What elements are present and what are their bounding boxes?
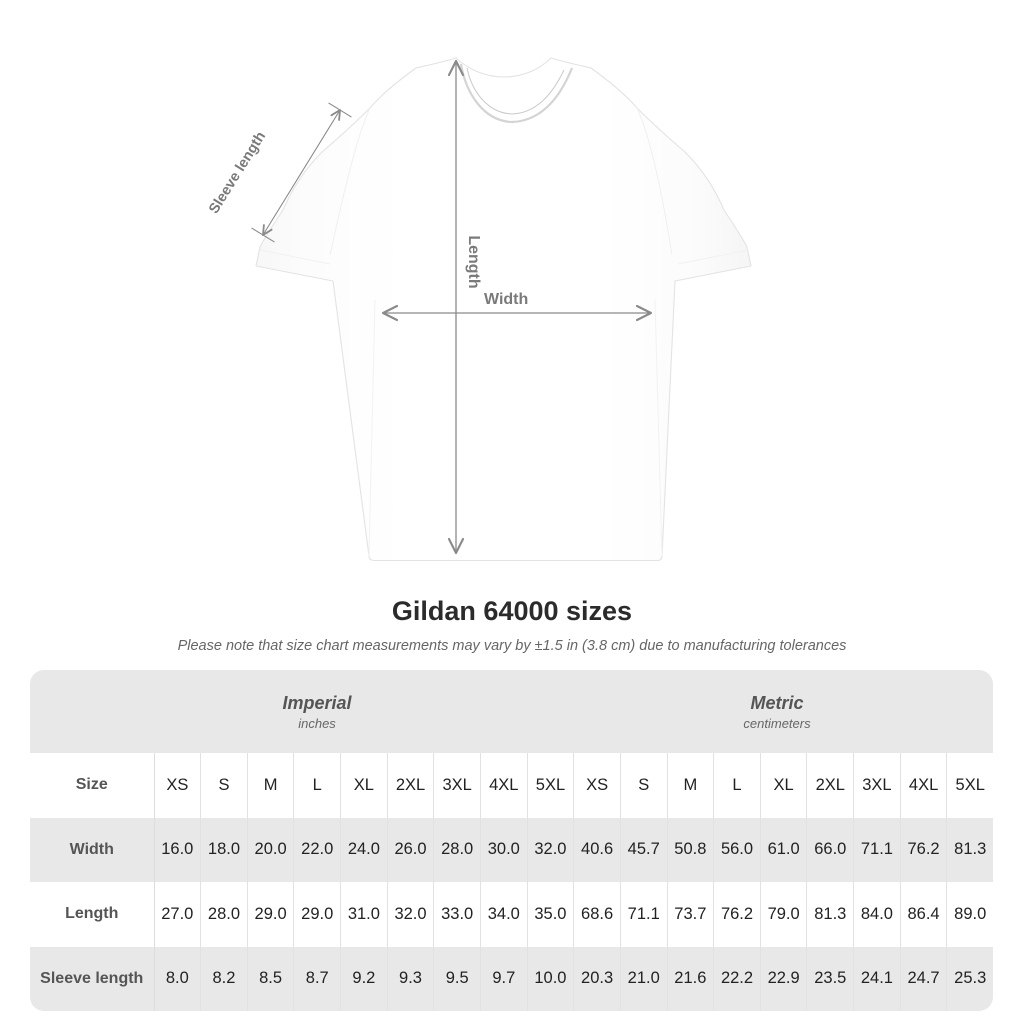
svg-text:Sleeve length: Sleeve length [206, 129, 269, 217]
svg-text:Length: Length [465, 235, 482, 288]
svg-text:Width: Width [484, 291, 528, 308]
